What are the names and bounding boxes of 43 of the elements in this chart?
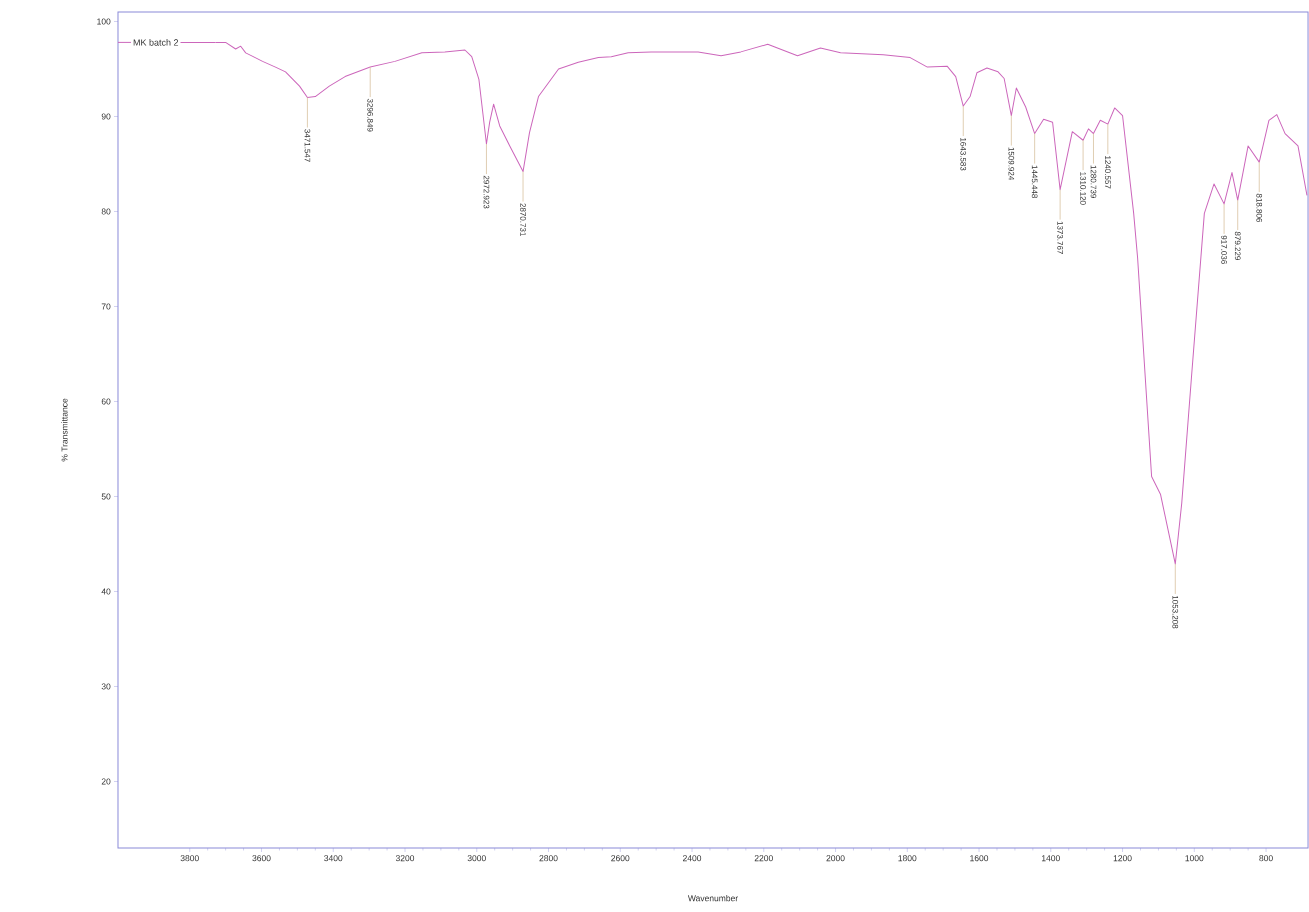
x-tick-label: 3200 <box>395 855 415 862</box>
y-tick-label: 50 <box>101 493 111 500</box>
x-tick-label: 2000 <box>826 855 845 862</box>
x-axis-title: Wavenumber <box>687 895 738 902</box>
y-tick-label: 70 <box>101 303 111 310</box>
x-tick-label: 1000 <box>1185 855 1204 862</box>
y-tick-label: 30 <box>101 683 111 690</box>
annotation: 917.036 <box>1221 235 1227 264</box>
y-axis-title: % Transmittance <box>61 398 68 462</box>
annotation: 1373.767 <box>1057 221 1063 254</box>
x-tick-label: 2800 <box>539 855 558 862</box>
y-tick-label: 20 <box>101 778 111 785</box>
x-tick-label: 3400 <box>324 855 343 862</box>
x-tick-label: 800 <box>1259 855 1273 862</box>
y-tick-label: 80 <box>101 208 111 215</box>
x-tick-label: 2400 <box>682 855 702 862</box>
x-tick-label: 1800 <box>898 855 917 862</box>
annotation: 1280.739 <box>1090 165 1097 198</box>
x-tick-label: 3600 <box>252 855 271 862</box>
x-tick-label: 1200 <box>1113 855 1132 862</box>
annotation: 1509.924 <box>1008 147 1015 181</box>
x-tick-label: 1400 <box>1041 855 1060 862</box>
annotation: 3296.849 <box>367 98 374 132</box>
annotation: 1240.557 <box>1105 156 1111 189</box>
annotation: 2870.731 <box>520 203 526 236</box>
x-tick-label: 3000 <box>467 855 486 862</box>
annotation: 1643.583 <box>960 138 967 171</box>
annotation: 3471.547 <box>304 129 311 162</box>
y-tick-label: 90 <box>101 113 111 120</box>
x-tick-label: 2200 <box>754 855 773 862</box>
y-tick-label: 60 <box>101 398 111 405</box>
x-tick-label: 1600 <box>970 855 989 862</box>
y-tick-label: 100 <box>97 18 111 25</box>
annotation: 1445.448 <box>1031 165 1038 199</box>
annotation: 818.806 <box>1256 193 1263 223</box>
annotation: 2972.923 <box>483 175 490 209</box>
x-tick-label: 3800 <box>180 855 199 862</box>
annotation: 1310.120 <box>1080 172 1086 205</box>
x-tick-label: 2600 <box>611 855 630 862</box>
legend-label: MK batch 2 <box>133 39 179 46</box>
y-tick-label: 40 <box>101 588 111 595</box>
annotation: 879.229 <box>1234 231 1241 261</box>
annotation: 1053.208 <box>1172 595 1179 629</box>
